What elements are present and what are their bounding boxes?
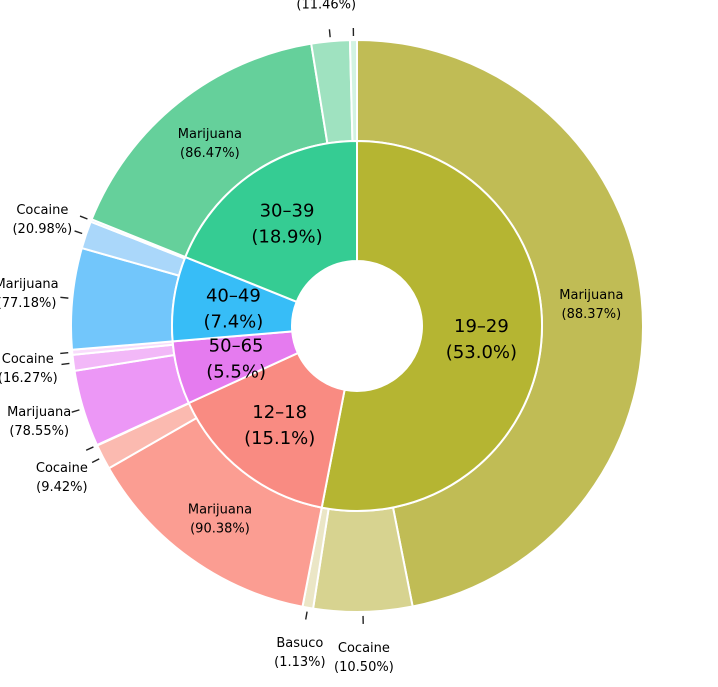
inner-slice-30-39 bbox=[184, 139, 358, 304]
outer-label-name: Cocaine bbox=[36, 461, 88, 476]
outer-label-percent: (86.47%) bbox=[180, 146, 240, 161]
outer-label-percent: (16.27%) bbox=[0, 371, 58, 386]
outer-label-name: Cocaine bbox=[16, 203, 68, 218]
inner-label-name: 12–18 bbox=[252, 402, 307, 423]
outer-label-name: Basuco bbox=[276, 636, 323, 651]
label-tick bbox=[71, 409, 80, 413]
outer-label-percent: (11.46%) bbox=[296, 0, 356, 12]
inner-label-percent: (5.5%) bbox=[206, 362, 266, 383]
label-tick bbox=[91, 458, 100, 464]
label-tick bbox=[60, 296, 69, 299]
inner-label-name: 30–39 bbox=[260, 200, 315, 221]
outer-label-name: Marijuana bbox=[559, 288, 623, 303]
outer-label-name: Marijuana bbox=[0, 277, 59, 292]
inner-label-percent: (15.1%) bbox=[244, 428, 315, 449]
label-tick bbox=[85, 446, 94, 451]
inner-label-name: 40–49 bbox=[206, 285, 261, 306]
inner-slice-12-18 bbox=[187, 351, 346, 509]
label-tick bbox=[305, 611, 308, 620]
inner-label-percent: (53.0%) bbox=[446, 342, 517, 363]
outer-label-name: Cocaine bbox=[2, 352, 54, 367]
inner-slice-19-29 bbox=[320, 139, 543, 512]
labels-layer: 19–29 (53.0%) Marijuana (88.37%) Cocaine (10.… bbox=[0, 0, 623, 675]
outer-label-percent: (88.37%) bbox=[562, 307, 622, 322]
label-tick bbox=[328, 29, 331, 38]
outer-label-percent: (9.42%) bbox=[36, 480, 87, 495]
outer-ring bbox=[70, 38, 645, 613]
outer-label-percent: (20.98%) bbox=[12, 222, 72, 237]
inner-label-name: 19–29 bbox=[454, 316, 509, 337]
inner-label-percent: (18.9%) bbox=[251, 226, 322, 247]
outer-label-percent: (77.18%) bbox=[0, 296, 56, 311]
outer-label-percent: (10.50%) bbox=[334, 660, 394, 675]
label-tick bbox=[74, 230, 83, 235]
label-tick bbox=[61, 362, 70, 366]
label-tick bbox=[79, 215, 88, 220]
outer-label-name: Marijuana bbox=[178, 127, 242, 142]
label-tick bbox=[60, 352, 69, 355]
inner-label-name: 50–65 bbox=[209, 336, 264, 357]
outer-label-name: Marijuana bbox=[188, 503, 252, 518]
outer-label-percent: (78.55%) bbox=[9, 424, 69, 439]
inner-ring bbox=[171, 139, 543, 512]
outer-label-percent: (90.38%) bbox=[190, 522, 250, 537]
outer-label-name: Cocaine bbox=[338, 641, 390, 656]
inner-label-percent: (7.4%) bbox=[204, 311, 264, 332]
outer-label-name: Marijuana bbox=[7, 405, 71, 420]
outer-label-percent: (1.13%) bbox=[274, 655, 325, 670]
